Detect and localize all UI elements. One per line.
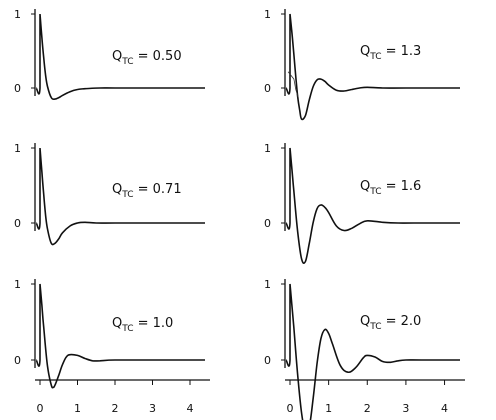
- q-symbol: Q: [112, 316, 122, 331]
- response-curve: [35, 283, 205, 389]
- q-tc-label: QTC = 1.0: [112, 316, 173, 334]
- response-curve: [35, 13, 205, 101]
- panel-left-3: 0 1 QTC = 1.0: [14, 278, 205, 389]
- y-tick-label: 0: [264, 354, 271, 367]
- x-tick-label: 3: [402, 402, 409, 415]
- x-tick-label: 2: [112, 402, 119, 415]
- q-value: = 1.0: [134, 316, 174, 331]
- panel-right-1: 0 1 QTC = 1.3: [264, 8, 460, 121]
- y-tick-label: 1: [14, 142, 21, 155]
- q-symbol: Q: [360, 314, 370, 329]
- q-symbol: Q: [112, 182, 122, 197]
- x-tick-label: 1: [325, 402, 332, 415]
- x-tick-label: 3: [149, 402, 156, 415]
- x-tick-label: 1: [74, 402, 81, 415]
- q-symbol: Q: [112, 49, 122, 64]
- panel-right-2: 0 1 QTC = 1.6: [264, 142, 460, 264]
- q-symbol: Q: [360, 44, 370, 59]
- panel-left-bottom-axis: 0 1 2 3 4: [35, 379, 210, 415]
- q-subscript: TC: [121, 324, 133, 334]
- y-tick-label: 1: [14, 8, 21, 21]
- q-value: = 0.50: [134, 49, 182, 64]
- q-subscript: TC: [121, 57, 133, 67]
- q-value: = 1.3: [382, 44, 422, 59]
- q-subscript: TC: [121, 190, 133, 200]
- q-tc-label: QTC = 0.50: [112, 49, 182, 67]
- y-tick-label: 0: [14, 82, 21, 95]
- panel-left-2: 0 1 QTC = 0.71: [14, 142, 205, 246]
- panel-left-1: 0 1 QTC = 0.50: [14, 8, 205, 101]
- panel-right-3: 0 1 0 1 2 3 4 QTC = 2.0: [264, 278, 465, 420]
- q-symbol: Q: [360, 179, 370, 194]
- x-tick-label: 4: [187, 402, 194, 415]
- response-curve: [285, 283, 460, 420]
- q-subscript: TC: [369, 187, 381, 197]
- y-tick-label: 1: [14, 278, 21, 291]
- q-subscript: TC: [369, 52, 381, 62]
- q-tc-label: QTC = 1.6: [360, 179, 421, 197]
- x-tick-label: 4: [441, 402, 448, 415]
- response-curve: [285, 13, 460, 121]
- q-value: = 1.6: [382, 179, 422, 194]
- q-subscript: TC: [369, 322, 381, 332]
- y-tick-label: 1: [264, 142, 271, 155]
- q-tc-label: QTC = 2.0: [360, 314, 421, 332]
- response-curve: [285, 147, 460, 264]
- q-value: = 0.71: [134, 182, 182, 197]
- y-tick-label: 0: [264, 217, 271, 230]
- y-tick-label: 0: [14, 217, 21, 230]
- q-tc-label: QTC = 0.71: [112, 182, 182, 200]
- y-tick-label: 0: [14, 354, 21, 367]
- overlay-curve: [287, 71, 299, 99]
- x-tick-label: 2: [364, 402, 371, 415]
- y-tick-label: 0: [264, 82, 271, 95]
- y-tick-label: 1: [264, 278, 271, 291]
- q-tc-label: QTC = 1.3: [360, 44, 421, 62]
- q-value: = 2.0: [382, 314, 422, 329]
- x-tick-label: 0: [287, 402, 294, 415]
- response-curve: [35, 147, 205, 246]
- x-tick-label: 0: [37, 402, 44, 415]
- y-tick-label: 1: [264, 8, 271, 21]
